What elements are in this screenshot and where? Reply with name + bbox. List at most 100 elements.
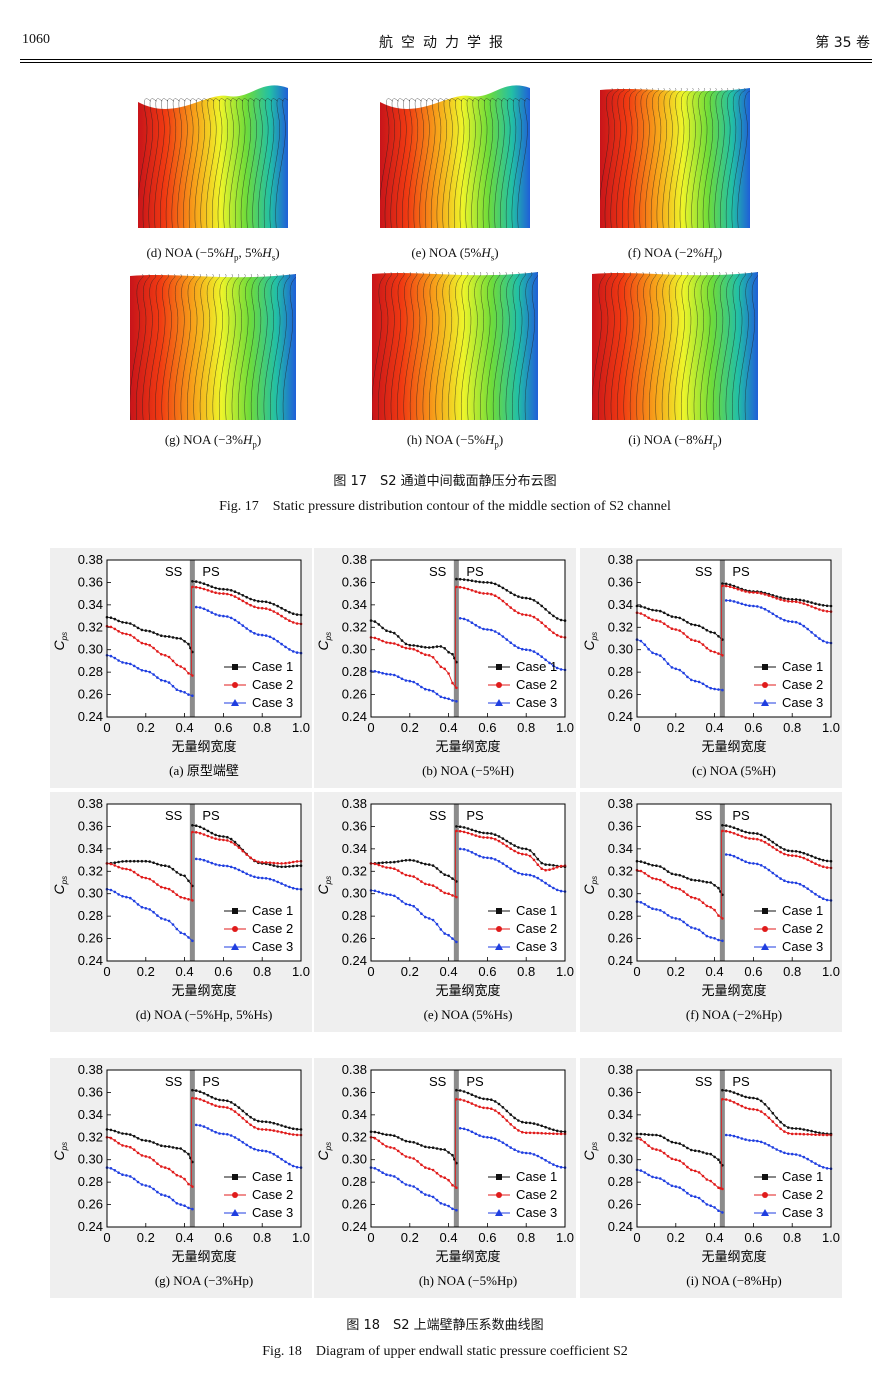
data-point bbox=[431, 689, 435, 693]
data-point bbox=[237, 868, 241, 872]
data-point bbox=[639, 612, 643, 615]
contour-isoline bbox=[662, 87, 677, 229]
data-point bbox=[806, 603, 809, 607]
data-point bbox=[136, 903, 140, 906]
data-point bbox=[435, 1147, 439, 1150]
x-tick-label: 0.8 bbox=[517, 1230, 535, 1245]
data-point bbox=[458, 847, 462, 851]
y-tick-label: 0.24 bbox=[78, 709, 103, 724]
data-point bbox=[721, 939, 724, 943]
x-tick-label: 0.4 bbox=[176, 720, 194, 735]
data-point bbox=[517, 871, 520, 875]
data-point bbox=[682, 1162, 685, 1165]
data-point bbox=[690, 1148, 693, 1152]
data-point bbox=[117, 893, 120, 896]
data-point bbox=[202, 1125, 206, 1128]
ps-label: PS bbox=[466, 564, 484, 579]
data-point bbox=[802, 851, 806, 855]
y-tick-label: 0.30 bbox=[342, 642, 367, 657]
data-point bbox=[482, 1135, 485, 1139]
data-point bbox=[639, 860, 643, 863]
data-point bbox=[396, 635, 400, 638]
y-axis-label-sub: ps bbox=[60, 876, 69, 885]
data-point bbox=[396, 869, 400, 872]
y-tick-label: 0.38 bbox=[78, 796, 103, 811]
series-line-case-3 bbox=[460, 1127, 566, 1169]
legend-label: Case 1 bbox=[516, 1169, 557, 1184]
data-point bbox=[532, 650, 536, 653]
data-point bbox=[167, 1195, 171, 1199]
x-axis-label: 无量纲宽度 bbox=[701, 983, 766, 999]
data-point bbox=[389, 1146, 392, 1149]
data-point bbox=[435, 645, 439, 648]
data-point bbox=[659, 654, 662, 657]
data-point bbox=[783, 618, 786, 622]
data-point bbox=[424, 653, 427, 656]
data-point bbox=[486, 1097, 489, 1101]
data-point bbox=[233, 1136, 237, 1139]
data-point bbox=[470, 833, 474, 836]
data-point bbox=[814, 602, 817, 605]
data-point bbox=[724, 829, 728, 833]
legend-label: Case 2 bbox=[782, 921, 823, 936]
data-point bbox=[245, 853, 248, 856]
data-point bbox=[709, 936, 712, 939]
data-point bbox=[175, 927, 179, 931]
data-point bbox=[381, 639, 384, 643]
data-point bbox=[501, 635, 505, 638]
contour-isoline bbox=[627, 87, 642, 229]
y-tick-label: 0.38 bbox=[608, 1062, 633, 1077]
data-point bbox=[272, 610, 276, 613]
contour-field bbox=[130, 274, 296, 420]
data-point bbox=[802, 1155, 806, 1159]
y-axis-label-sub: ps bbox=[590, 876, 599, 885]
data-point bbox=[408, 647, 412, 650]
data-point bbox=[144, 859, 148, 863]
data-point bbox=[404, 1183, 408, 1186]
data-point bbox=[798, 1127, 802, 1131]
contour-isoline bbox=[235, 98, 249, 229]
y-tick-label: 0.34 bbox=[608, 841, 633, 856]
data-point bbox=[171, 923, 175, 926]
data-point bbox=[455, 940, 458, 944]
contour-isoline bbox=[138, 98, 151, 228]
x-tick-label: 1.0 bbox=[292, 720, 310, 735]
data-point bbox=[651, 651, 654, 655]
data-point bbox=[160, 634, 163, 637]
data-point bbox=[140, 628, 144, 632]
line-chart: 0.240.260.280.300.320.340.360.380 0.2 0.4 0… bbox=[314, 548, 576, 788]
data-point bbox=[179, 1147, 182, 1150]
data-point bbox=[140, 875, 144, 879]
data-point bbox=[210, 590, 214, 593]
data-point bbox=[814, 892, 817, 896]
data-point bbox=[408, 1140, 412, 1144]
data-point bbox=[129, 622, 132, 625]
contour-isoline bbox=[372, 271, 386, 421]
contour-isoline bbox=[250, 273, 265, 421]
data-point bbox=[284, 861, 287, 865]
data-point bbox=[280, 614, 283, 618]
data-point bbox=[381, 626, 384, 630]
data-point bbox=[775, 615, 778, 618]
data-point bbox=[439, 870, 443, 874]
legend-marker bbox=[231, 699, 239, 706]
data-point bbox=[152, 1141, 155, 1144]
data-point bbox=[160, 1165, 163, 1168]
data-point bbox=[295, 1133, 299, 1137]
data-point bbox=[493, 1109, 497, 1112]
data-point bbox=[728, 583, 732, 586]
contour-isoline bbox=[673, 87, 688, 229]
data-point bbox=[775, 1124, 778, 1127]
y-axis-label-sub: ps bbox=[324, 632, 333, 641]
data-point bbox=[509, 606, 512, 609]
data-point bbox=[233, 840, 237, 844]
data-point bbox=[237, 846, 241, 849]
data-point bbox=[740, 858, 744, 862]
subcaption-text: (h) NOA (−5% bbox=[406, 432, 485, 447]
data-point bbox=[701, 643, 705, 646]
data-point bbox=[536, 618, 540, 621]
data-point bbox=[435, 660, 439, 664]
data-point bbox=[117, 619, 120, 623]
x-tick-label: 1.0 bbox=[822, 1230, 840, 1245]
contour-isoline bbox=[685, 87, 700, 229]
